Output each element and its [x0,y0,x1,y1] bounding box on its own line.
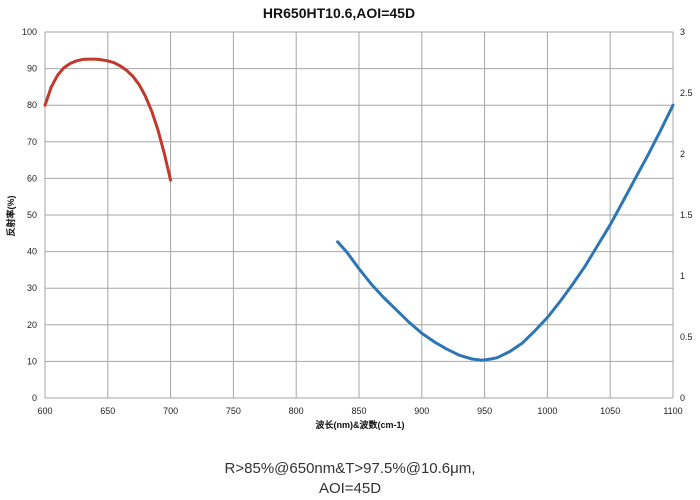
y2-tick-label: 0.5 [680,332,693,342]
x-tick-label: 1100 [663,406,682,416]
y-tick-label: 40 [27,247,37,257]
y-tick-label: 60 [27,173,37,183]
x-tick-label: 850 [351,406,366,416]
reflectance-series-line [43,57,173,182]
y2-tick-label: 2.5 [680,88,693,98]
x-tick-label: 750 [226,406,241,416]
y2-tick-label: 2 [680,149,685,159]
x-tick-label: 600 [37,406,52,416]
x-tick-label: 950 [477,406,492,416]
y-tick-label: 0 [32,393,37,403]
y2-tick-label: 3 [680,27,685,37]
x-tick-label: 900 [414,406,429,416]
x-tick-label: 700 [163,406,178,416]
y-tick-label: 50 [27,210,37,220]
y-tick-label: 20 [27,320,37,330]
y-tick-label: 70 [27,137,37,147]
series-layer [43,57,675,362]
y-tick-label: 100 [22,27,37,37]
x-tick-label: 1050 [600,406,620,416]
grid [44,31,674,399]
x-tick-label: 800 [289,406,304,416]
wavenumber-series-line [336,103,675,362]
x-tick-label: 650 [100,406,115,416]
x-axis-label: 波长(nm)&波数(cm-1) [316,419,405,430]
y-tick-label: 80 [27,100,37,110]
chart-title: HR650HT10.6,AOI=45D [263,5,415,21]
caption-line-1: R>85%@650nm&T>97.5%@10.6μm, [224,460,476,477]
y2-tick-label: 0 [680,393,685,403]
y-axis-label: 反射率(%) [5,196,16,237]
tick-labels: 600 650 700 750 800 850 900 950 1000 1050 11000102… [22,27,693,416]
y-tick-label: 10 [27,356,37,366]
y2-tick-label: 1.5 [680,210,693,220]
y-tick-label: 30 [27,283,37,293]
caption-line-2: AOI=45D [318,480,382,497]
x-tick-label: 1000 [537,406,557,416]
y-tick-label: 90 [27,64,37,74]
y2-tick-label: 1 [680,271,685,281]
chart: HR650HT10.6,AOI=45D 600 650 700 750 800 850 90… [5,5,693,430]
